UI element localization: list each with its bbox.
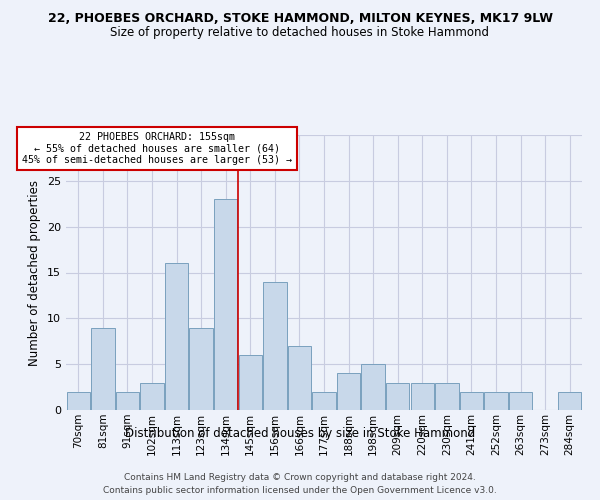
Text: 22 PHOEBES ORCHARD: 155sqm
← 55% of detached houses are smaller (64)
45% of semi: 22 PHOEBES ORCHARD: 155sqm ← 55% of deta… (22, 132, 292, 166)
Text: 22, PHOEBES ORCHARD, STOKE HAMMOND, MILTON KEYNES, MK17 9LW: 22, PHOEBES ORCHARD, STOKE HAMMOND, MILT… (47, 12, 553, 26)
Text: Size of property relative to detached houses in Stoke Hammond: Size of property relative to detached ho… (110, 26, 490, 39)
Bar (313, 392, 335, 410)
Bar (239, 355, 262, 410)
Text: Distribution of detached houses by size in Stoke Hammond: Distribution of detached houses by size … (125, 428, 475, 440)
Bar (337, 374, 360, 410)
Bar (509, 392, 532, 410)
Bar (91, 328, 115, 410)
Bar (361, 364, 385, 410)
Bar (116, 392, 139, 410)
Bar (165, 264, 188, 410)
Bar (67, 392, 90, 410)
Bar (263, 282, 287, 410)
Bar (410, 382, 434, 410)
Bar (460, 392, 483, 410)
Bar (435, 382, 458, 410)
Text: Contains HM Land Registry data © Crown copyright and database right 2024.: Contains HM Land Registry data © Crown c… (124, 472, 476, 482)
Bar (190, 328, 213, 410)
Y-axis label: Number of detached properties: Number of detached properties (28, 180, 41, 366)
Bar (558, 392, 581, 410)
Bar (484, 392, 508, 410)
Bar (288, 346, 311, 410)
Text: Contains public sector information licensed under the Open Government Licence v3: Contains public sector information licen… (103, 486, 497, 495)
Bar (214, 199, 238, 410)
Bar (386, 382, 409, 410)
Bar (140, 382, 164, 410)
